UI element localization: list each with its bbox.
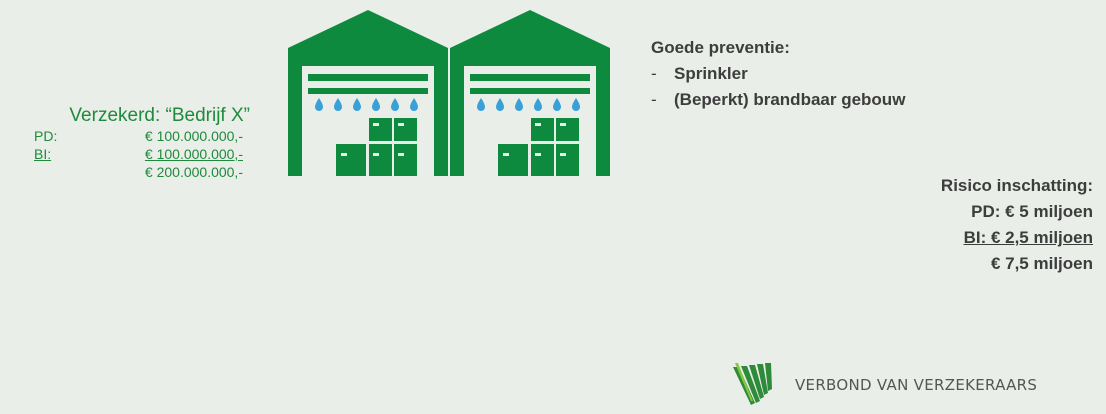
risk-pd: PD: € 5 miljoen — [971, 202, 1093, 221]
dash-bullet-icon: - — [651, 64, 657, 83]
insured-block: Verzekerd: “Bedrijf X” PD: € 100.000.000… — [0, 105, 250, 181]
dash-bullet-icon: - — [651, 90, 657, 109]
insured-pd-value: € 100.000.000,- — [144, 128, 243, 144]
insured-pd-label: PD: — [34, 128, 58, 144]
prevention-item-text: (Beperkt) brandbaar gebouw — [674, 90, 906, 109]
risk-block: Risico inschatting: PD: € 5 miljoen BI: … — [941, 173, 1093, 277]
risk-title: Risico inschatting: — [940, 176, 1093, 195]
insured-bi-row: BI: € 100.000.000,- — [0, 145, 250, 163]
prevention-title: Goede preventie: — [651, 38, 790, 57]
verbond-logo: VERBOND VAN VERZEKERAARS — [733, 363, 1037, 407]
list-item: - (Beperkt) brandbaar gebouw — [651, 87, 905, 113]
verbond-logo-stripes-icon — [733, 363, 772, 405]
warehouse-sprinkler-icon — [288, 10, 610, 176]
insured-total-value: € 200.000.000,- — [144, 164, 243, 180]
prevention-list: - Sprinkler - (Beperkt) brandbaar gebouw — [651, 61, 905, 113]
risk-bi: BI: € 2,5 miljoen — [963, 228, 1093, 247]
insured-bi-label: BI: — [34, 146, 52, 162]
prevention-block: Goede preventie: - Sprinkler - (Beperkt) b… — [651, 35, 905, 113]
insured-bi-value: € 100.000.000,- — [144, 146, 243, 162]
insured-total-row: € 200.000.000,- — [0, 163, 250, 181]
insured-title: Verzekerd: “Bedrijf X” — [69, 105, 250, 126]
prevention-item-text: Sprinkler — [674, 64, 748, 83]
insured-pd-row: PD: € 100.000.000,- — [0, 127, 250, 145]
list-item: - Sprinkler — [651, 61, 905, 87]
logo-text: VERBOND VAN VERZEKERAARS — [795, 376, 1038, 394]
risk-total: € 7,5 miljoen — [990, 254, 1093, 273]
